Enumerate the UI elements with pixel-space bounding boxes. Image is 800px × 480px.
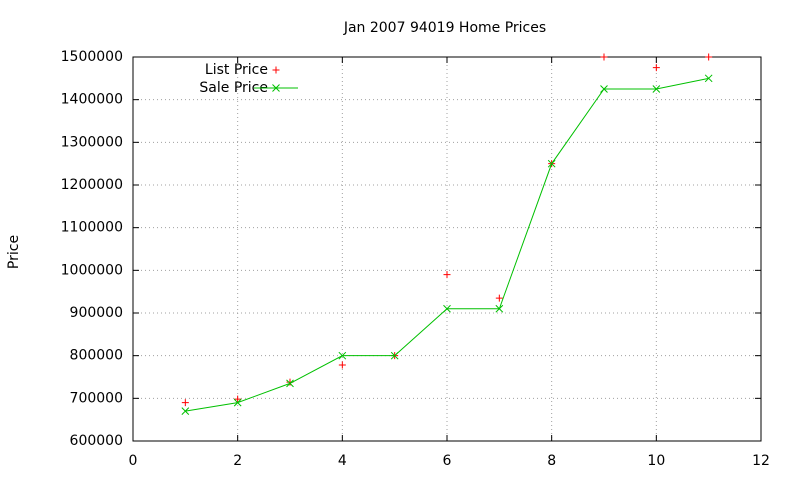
- y-tick-label: 800000: [70, 348, 123, 364]
- legend-label: Sale Price: [199, 80, 268, 96]
- x-tick-label: 6: [443, 453, 452, 469]
- x-tick-label: 2: [233, 453, 242, 469]
- y-tick-label: 1300000: [61, 134, 123, 150]
- y-tick-label: 900000: [70, 305, 123, 321]
- x-tick-label: 4: [338, 453, 347, 469]
- y-axis-label: Price: [6, 235, 22, 269]
- point: [495, 304, 504, 313]
- point: [181, 399, 189, 407]
- x-tick-label: 12: [752, 453, 770, 469]
- y-tick-label: 1500000: [61, 49, 123, 65]
- point: [181, 407, 190, 415]
- point: [652, 85, 661, 93]
- y-tick-label: 1100000: [61, 220, 123, 236]
- y-tick-label: 700000: [70, 390, 123, 406]
- legend-label: List Price: [205, 62, 268, 78]
- point: [443, 271, 451, 279]
- y-tick-label: 1400000: [61, 92, 123, 108]
- legend-marker: [272, 66, 280, 74]
- point: [652, 64, 660, 72]
- point: [286, 379, 294, 388]
- legend-marker: [272, 84, 280, 92]
- point: [443, 304, 451, 313]
- point: [600, 85, 608, 93]
- point: [234, 395, 242, 403]
- x-tick-label: 8: [547, 453, 556, 469]
- point: [390, 351, 399, 360]
- y-tick-label: 600000: [70, 433, 123, 449]
- point: [704, 74, 713, 83]
- point: [600, 53, 608, 61]
- y-tick-label: 1200000: [61, 177, 123, 193]
- point: [495, 294, 503, 302]
- y-tick-label: 1000000: [61, 262, 123, 278]
- point: [547, 159, 556, 168]
- chart-title: Jan 2007 94019 Home Prices: [343, 20, 546, 36]
- plot-border: [132, 56, 762, 442]
- point: [338, 351, 347, 360]
- x-tick-label: 10: [647, 453, 665, 469]
- point: [233, 398, 242, 407]
- x-tick-label: 0: [129, 453, 138, 469]
- point: [338, 361, 346, 369]
- point: [705, 53, 713, 61]
